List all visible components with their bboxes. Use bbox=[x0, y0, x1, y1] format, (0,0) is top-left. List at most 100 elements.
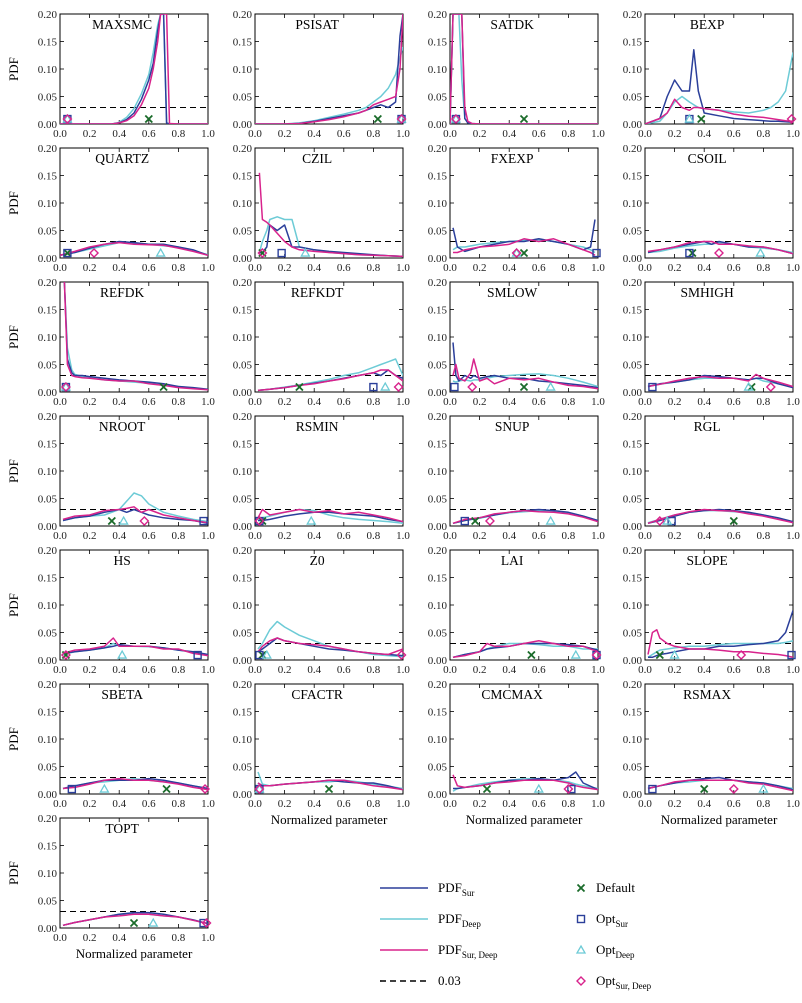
marker-opt-sur bbox=[199, 918, 208, 928]
x-tick-label: 0.0 bbox=[248, 530, 262, 542]
panel-maxsmc: 0.0 0.2 0.4 0.6 0.8 1.0 0.00 0.05 0.10 0.15 0.20 MA… bbox=[6, 9, 215, 140]
marker-default bbox=[482, 784, 492, 794]
x-tick-label: 0.6 bbox=[142, 262, 156, 274]
marker-default bbox=[107, 516, 116, 526]
panel-title: RSMIN bbox=[296, 419, 339, 434]
y-tick-label: 0.00 bbox=[38, 119, 58, 131]
panel-title: LAI bbox=[501, 553, 524, 568]
marker-opt-sur bbox=[648, 784, 657, 794]
y-tick-label: 0.10 bbox=[623, 198, 643, 210]
y-tick-label: 0.20 bbox=[233, 143, 253, 155]
marker-opt-sur bbox=[787, 650, 796, 660]
panel-psisat: 0.0 0.2 0.4 0.6 0.8 1.0 0.00 0.05 0.10 0.15 0.20 PS… bbox=[233, 9, 411, 140]
x-tick-label: 0.6 bbox=[337, 128, 351, 140]
series-lines bbox=[452, 342, 598, 390]
legend-marker-swatch bbox=[575, 944, 587, 954]
x-tick-label: 0.4 bbox=[112, 128, 126, 140]
panel-title: FXEXP bbox=[491, 151, 534, 166]
marker-opt-deep bbox=[533, 783, 544, 793]
series-line-surdeep bbox=[60, 14, 208, 124]
series-lines bbox=[450, 14, 598, 124]
panel-rsmin: 0.0 0.2 0.4 0.6 0.8 1.0 0.00 0.05 0.10 0.15 0.20 RS… bbox=[233, 411, 411, 542]
y-tick-label: 0.10 bbox=[428, 734, 448, 746]
x-tick-label: 0.6 bbox=[142, 932, 156, 944]
y-tick-label: 0.15 bbox=[38, 37, 58, 49]
y-tick-label: 0.00 bbox=[233, 789, 253, 801]
y-tick-label: 0.20 bbox=[38, 545, 58, 557]
series-line-surdeep bbox=[257, 779, 403, 791]
x-tick-label: 0.2 bbox=[668, 262, 682, 274]
y-tick-label: 0.10 bbox=[623, 64, 643, 76]
panel-title: CFACTR bbox=[291, 687, 343, 702]
marker-opt-deep bbox=[396, 113, 407, 123]
x-tick-label: 0.8 bbox=[367, 530, 381, 542]
x-tick-label: 1.0 bbox=[591, 262, 605, 274]
x-tick-label: 0.2 bbox=[473, 128, 487, 140]
legend-label: Default bbox=[596, 880, 635, 895]
panel-fxexp: 0.0 0.2 0.4 0.6 0.8 1.0 0.00 0.05 0.10 0.15 0.20 FX… bbox=[428, 143, 606, 274]
y-tick-label: 0.20 bbox=[233, 411, 253, 423]
y-tick-label: 0.20 bbox=[623, 277, 643, 289]
y-axis-label: PDF bbox=[6, 861, 21, 885]
x-tick-label: 0.0 bbox=[638, 262, 652, 274]
x-tick-label: 0.8 bbox=[367, 262, 381, 274]
x-tick-label: 1.0 bbox=[396, 396, 410, 408]
panel-nroot: 0.0 0.2 0.4 0.6 0.8 1.0 0.00 0.05 0.10 0.15 0.20 NR… bbox=[6, 411, 215, 542]
x-tick-label: 0.0 bbox=[248, 128, 262, 140]
marker-opt-sur bbox=[648, 382, 657, 392]
series-lines bbox=[452, 640, 598, 659]
marker-default bbox=[324, 784, 334, 794]
x-tick-label: 0.8 bbox=[757, 396, 771, 408]
y-axis-label: PDF bbox=[6, 593, 21, 617]
series-line-surdeep bbox=[452, 640, 598, 659]
series-line-surdeep bbox=[453, 238, 596, 256]
marker-opt-deep bbox=[148, 917, 159, 927]
x-tick-label: 0.6 bbox=[337, 530, 351, 542]
y-tick-label: 0.20 bbox=[233, 545, 253, 557]
series-line-surdeep bbox=[647, 373, 793, 388]
series-line-surdeep bbox=[452, 358, 598, 390]
marker-opt-sur bbox=[685, 248, 694, 258]
y-tick-label: 0.00 bbox=[38, 789, 58, 801]
y-tick-label: 0.05 bbox=[623, 628, 643, 640]
series-line-surdeep bbox=[452, 774, 598, 791]
x-tick-label: 0.4 bbox=[112, 530, 126, 542]
x-tick-label: 1.0 bbox=[591, 798, 605, 810]
x-axis-label: Normalized parameter bbox=[466, 812, 583, 827]
y-tick-label: 0.00 bbox=[428, 789, 448, 801]
y-tick-label: 0.20 bbox=[38, 813, 58, 825]
x-tick-label: 0.4 bbox=[307, 396, 321, 408]
x-tick-label: 0.6 bbox=[727, 262, 741, 274]
x-tick-label: 0.8 bbox=[172, 932, 186, 944]
marker-opt-surdeep bbox=[254, 516, 265, 527]
marker-opt-surdeep bbox=[62, 114, 73, 125]
marker-default bbox=[162, 784, 171, 794]
marker-opt-deep bbox=[99, 783, 110, 793]
series-lines bbox=[257, 771, 403, 791]
series-line-surdeep bbox=[257, 369, 403, 392]
x-tick-label: 1.0 bbox=[591, 664, 605, 676]
x-tick-label: 0.8 bbox=[562, 128, 576, 140]
marker-opt-deep bbox=[684, 113, 695, 123]
panel-title: SATDK bbox=[490, 17, 534, 32]
x-tick-label: 0.0 bbox=[53, 932, 67, 944]
y-tick-label: 0.15 bbox=[428, 171, 448, 183]
y-tick-label: 0.10 bbox=[38, 198, 58, 210]
x-tick-label: 1.0 bbox=[591, 128, 605, 140]
x-tick-label: 0.0 bbox=[53, 664, 67, 676]
x-tick-label: 0.0 bbox=[443, 262, 457, 274]
y-tick-label: 0.05 bbox=[623, 226, 643, 238]
x-tick-label: 0.6 bbox=[142, 128, 156, 140]
x-tick-label: 1.0 bbox=[201, 932, 215, 944]
y-tick-label: 0.15 bbox=[428, 305, 448, 317]
panel-title: SMLOW bbox=[487, 285, 538, 300]
legend: PDFSur PDFDeep PDFSur, Deep 0.03 Default OptS… bbox=[380, 880, 652, 991]
x-tick-label: 0.4 bbox=[502, 530, 516, 542]
y-axis-label: PDF bbox=[6, 325, 21, 349]
y-tick-label: 0.00 bbox=[623, 655, 643, 667]
panel-title: RSMAX bbox=[683, 687, 731, 702]
y-tick-label: 0.10 bbox=[38, 64, 58, 76]
y-tick-label: 0.10 bbox=[428, 600, 448, 612]
x-tick-label: 0.8 bbox=[172, 262, 186, 274]
x-tick-label: 0.6 bbox=[337, 664, 351, 676]
